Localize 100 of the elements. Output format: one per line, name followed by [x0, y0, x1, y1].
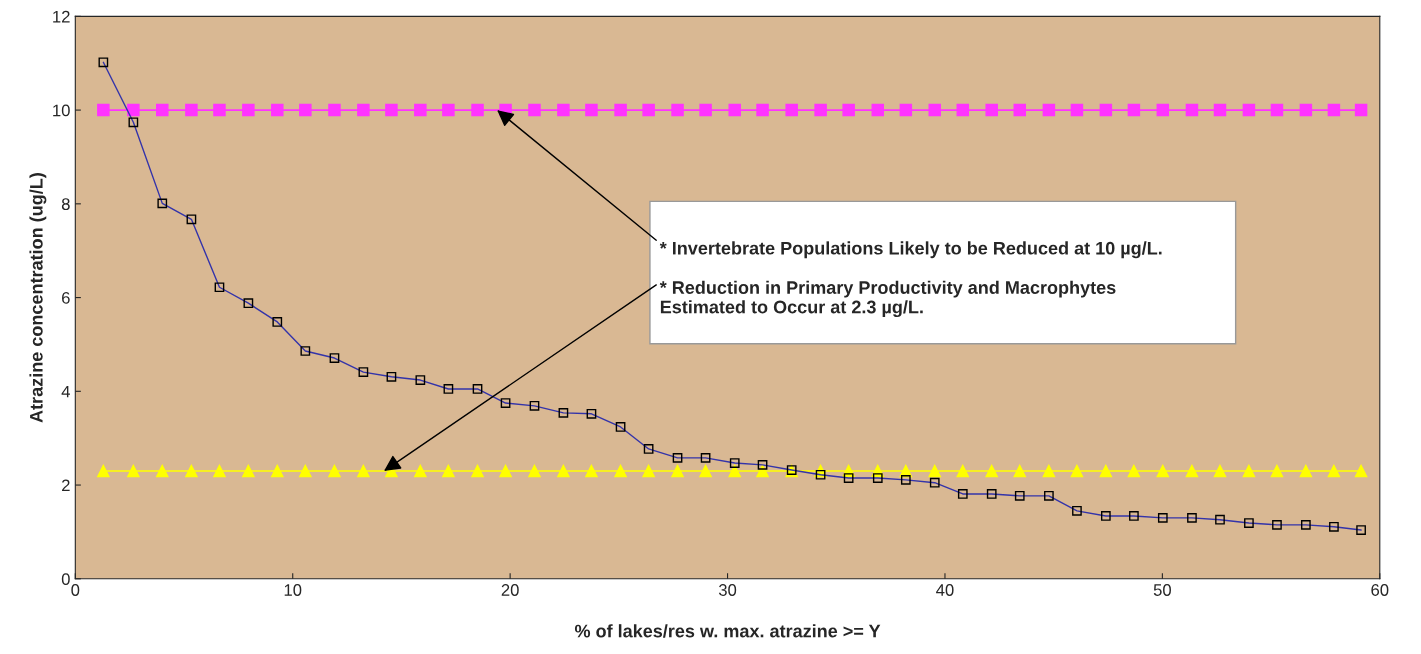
- point: [814, 103, 827, 117]
- y-axis-title: Atrazine concentration (ug/L): [29, 173, 47, 423]
- y-tick-label: 12: [53, 10, 70, 23]
- point: [328, 464, 341, 478]
- point: [97, 464, 110, 478]
- point: [585, 103, 598, 117]
- point: [414, 103, 427, 117]
- y-tick-label: 8: [61, 198, 70, 211]
- point: [528, 464, 541, 478]
- point: [1127, 103, 1141, 117]
- point: [985, 103, 998, 117]
- point: [213, 103, 226, 117]
- point: [1156, 464, 1170, 478]
- point: [671, 464, 684, 478]
- point: [471, 103, 484, 117]
- point: [242, 103, 255, 117]
- point: [271, 103, 284, 117]
- point: [1156, 103, 1170, 117]
- point: [1185, 464, 1199, 478]
- point: [871, 103, 885, 117]
- point: [1099, 103, 1113, 117]
- y-tick-label: 2: [62, 479, 70, 492]
- point: [756, 103, 769, 117]
- point: [299, 103, 312, 117]
- point: [1299, 103, 1313, 117]
- point: [1070, 464, 1084, 478]
- point: [442, 103, 455, 117]
- point: [928, 464, 941, 478]
- point: [127, 103, 140, 117]
- point: [1299, 464, 1313, 478]
- point: [156, 464, 169, 478]
- point: [699, 464, 712, 478]
- point: [614, 103, 627, 117]
- point: [1099, 464, 1113, 478]
- point: [471, 464, 484, 478]
- point: [642, 464, 655, 478]
- point: [499, 464, 512, 478]
- annotation: * Reduction in Primary Productivity and Macrophytes Estimated to Occur at 2.3 µg/L.: [659, 280, 1116, 318]
- point: [699, 103, 712, 117]
- point: [928, 103, 941, 117]
- point: [728, 464, 741, 478]
- x-tick-label: 40: [936, 584, 954, 596]
- point: [528, 103, 541, 117]
- point: [1242, 464, 1256, 478]
- point: [328, 103, 341, 117]
- x-tick-label: 60: [1371, 584, 1389, 596]
- point: [213, 464, 226, 478]
- point: [1213, 464, 1227, 478]
- point: [414, 464, 427, 478]
- point: [614, 464, 627, 478]
- point: [1354, 103, 1368, 117]
- point: [1213, 103, 1227, 117]
- point: [1354, 464, 1368, 478]
- x-tick-label: 30: [718, 584, 737, 596]
- point: [127, 464, 140, 478]
- point: [299, 464, 312, 478]
- point: [956, 464, 970, 478]
- point: [271, 464, 284, 478]
- point: [185, 464, 198, 478]
- point: [357, 103, 370, 117]
- point: [671, 103, 684, 117]
- point: [557, 464, 570, 478]
- point: [728, 103, 741, 117]
- point: [385, 103, 398, 117]
- point: [1013, 103, 1027, 117]
- y-tick-label: 10: [53, 104, 70, 117]
- point: [156, 103, 169, 117]
- point: [557, 103, 570, 117]
- point: [1013, 464, 1027, 478]
- point: [1070, 103, 1084, 117]
- x-axis-title: % of lakes/res w. max. atrazine >= Y: [574, 624, 881, 638]
- x-tick-label: 10: [284, 584, 302, 596]
- annotation: * Invertebrate Populations Likely to be Reduced at 10 µg/L.: [659, 241, 1162, 259]
- point: [956, 103, 970, 117]
- point: [357, 464, 370, 478]
- y-tick-label: 0: [61, 573, 70, 585]
- x-tick-label: 20: [501, 584, 519, 596]
- point: [1327, 103, 1341, 117]
- point: [842, 103, 855, 117]
- point: [985, 464, 998, 478]
- point: [1127, 464, 1141, 478]
- x-tick-label: 0: [71, 584, 80, 596]
- y-tick-label: 6: [62, 291, 70, 304]
- point: [1042, 103, 1056, 117]
- point: [442, 464, 455, 478]
- point: [1270, 464, 1284, 478]
- point: [242, 464, 255, 478]
- point: [1185, 103, 1199, 117]
- point: [585, 464, 598, 478]
- point: [97, 103, 110, 117]
- point: [785, 103, 798, 117]
- point: [1042, 464, 1056, 478]
- point: [1242, 103, 1256, 117]
- y-tick-label: 4: [61, 385, 70, 398]
- point: [642, 103, 655, 117]
- x-tick-label: 50: [1153, 584, 1171, 596]
- point: [185, 103, 198, 117]
- point: [1327, 464, 1341, 478]
- point: [1270, 103, 1284, 117]
- point: [899, 103, 913, 117]
